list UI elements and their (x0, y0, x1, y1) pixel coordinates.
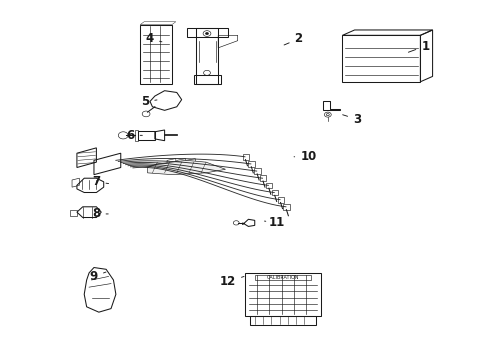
Text: 10: 10 (294, 150, 317, 163)
Text: 11: 11 (265, 216, 285, 229)
Text: 4: 4 (146, 32, 162, 45)
Polygon shape (147, 160, 225, 175)
Text: 5: 5 (141, 95, 157, 108)
Text: 6: 6 (126, 129, 142, 142)
Text: 1: 1 (408, 40, 429, 53)
Text: 3: 3 (343, 113, 361, 126)
Text: 9: 9 (90, 270, 106, 283)
Text: CALIBRATION: CALIBRATION (267, 275, 299, 280)
Text: 7: 7 (92, 175, 109, 188)
Text: 2: 2 (284, 32, 303, 45)
Circle shape (205, 32, 208, 35)
Text: 12: 12 (220, 275, 244, 288)
Text: 8: 8 (92, 207, 108, 220)
